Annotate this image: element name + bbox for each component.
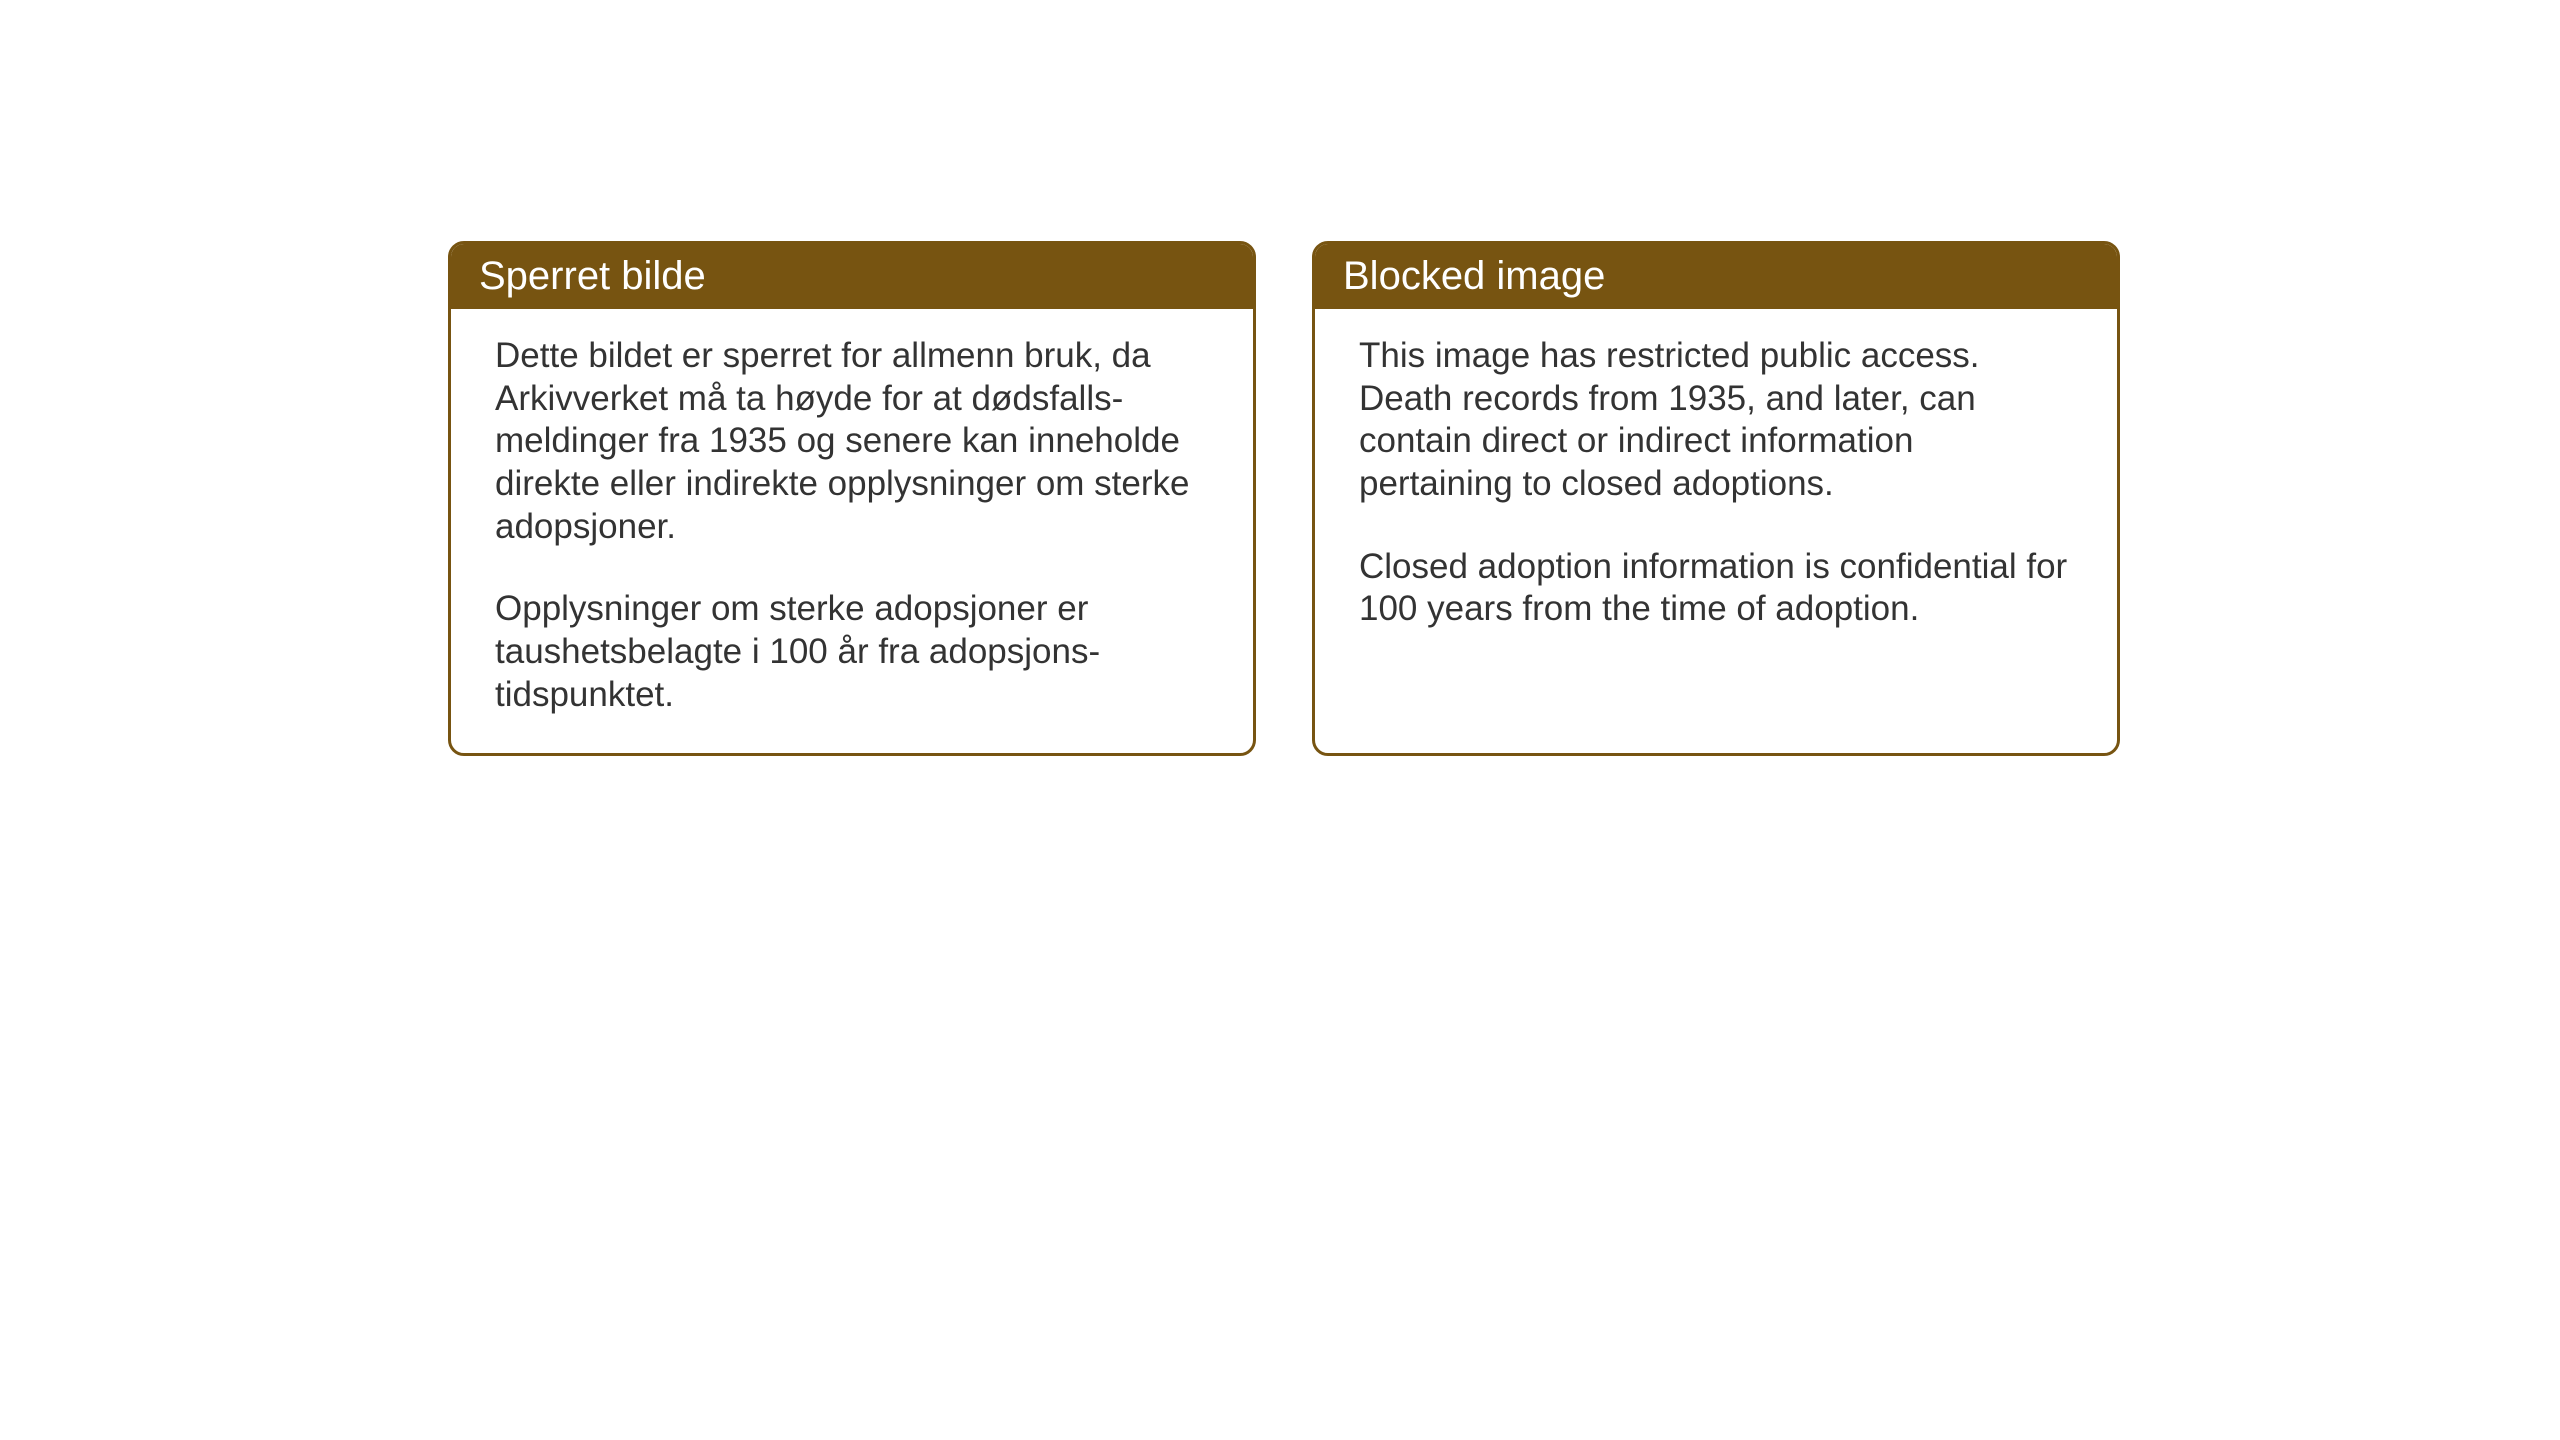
english-paragraph-1: This image has restricted public access.… [1359, 335, 2073, 506]
norwegian-card-body: Dette bildet er sperret for allmenn bruk… [451, 309, 1253, 753]
english-card-body: This image has restricted public access.… [1315, 309, 2117, 667]
notice-container: Sperret bilde Dette bildet er sperret fo… [448, 241, 2120, 756]
norwegian-card-title: Sperret bilde [451, 244, 1253, 309]
english-card-title: Blocked image [1315, 244, 2117, 309]
english-notice-card: Blocked image This image has restricted … [1312, 241, 2120, 756]
norwegian-notice-card: Sperret bilde Dette bildet er sperret fo… [448, 241, 1256, 756]
norwegian-paragraph-1: Dette bildet er sperret for allmenn bruk… [495, 335, 1209, 548]
english-paragraph-2: Closed adoption information is confident… [1359, 546, 2073, 631]
norwegian-paragraph-2: Opplysninger om sterke adopsjoner er tau… [495, 588, 1209, 716]
